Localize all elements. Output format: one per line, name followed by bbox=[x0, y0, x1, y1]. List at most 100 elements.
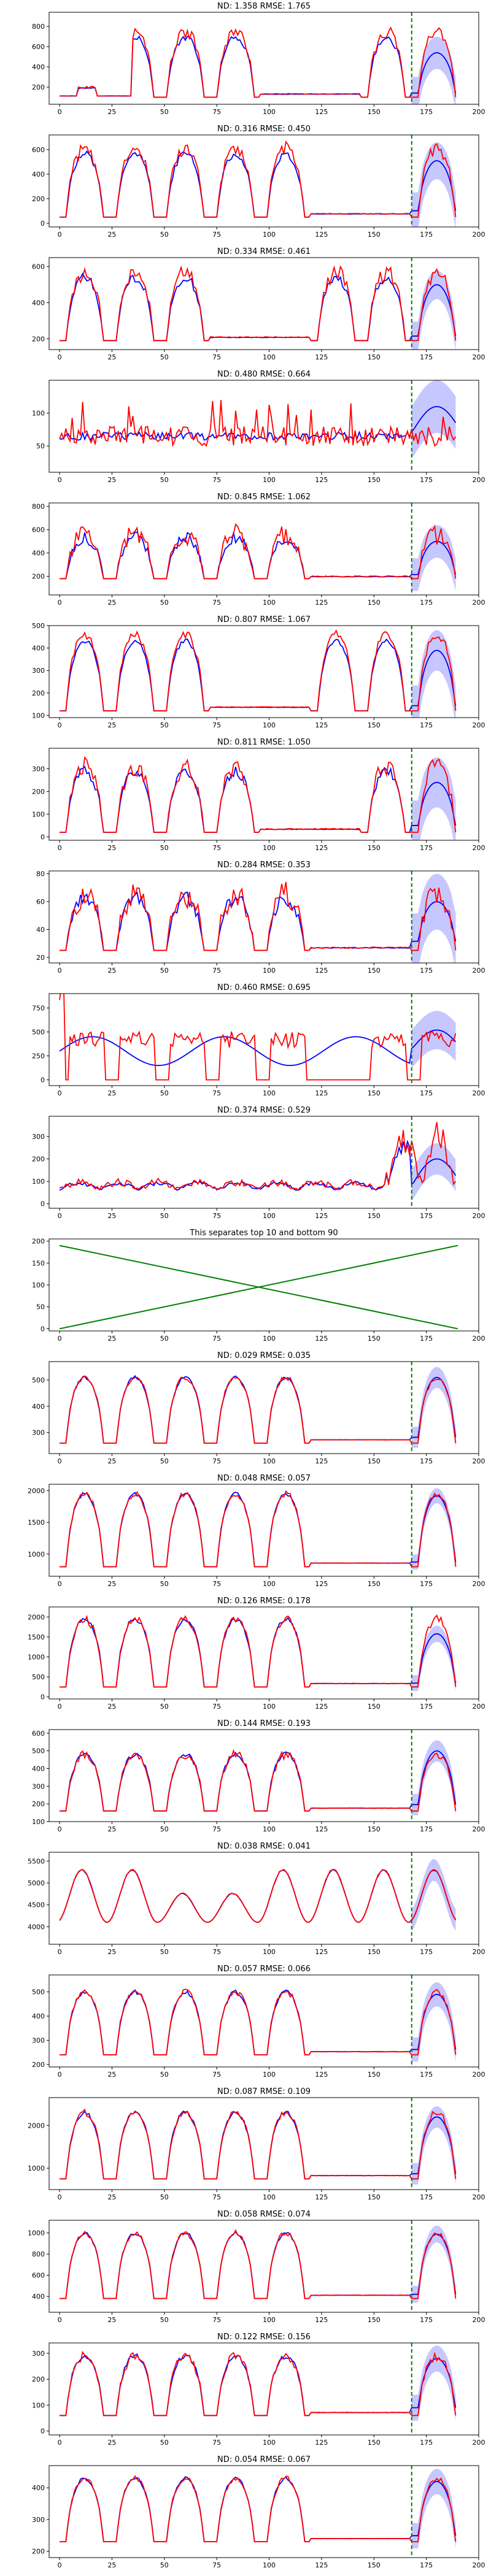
subplot-6: ND: 0.807 RMSE: 1.067 0 25 50 75 100 125 150 175… bbox=[32, 615, 485, 729]
x-tick-label: 50 bbox=[160, 1703, 169, 1711]
axes-frame bbox=[48, 2220, 479, 2313]
x-tick-label: 200 bbox=[473, 2071, 485, 2079]
y-tick-label: 100 bbox=[32, 410, 45, 418]
axes-frame bbox=[48, 2465, 479, 2558]
x-tick-label: 75 bbox=[212, 1825, 221, 1833]
subplot-title: This separates top 10 and bottom 90 bbox=[189, 1229, 338, 1238]
y-tick-label: 1000 bbox=[28, 1551, 45, 1558]
axes-frame bbox=[48, 1974, 479, 2068]
y-tick-label: 4000 bbox=[28, 1923, 45, 1931]
subplot-2: ND: 0.316 RMSE: 0.450 0 25 50 75 100 125 150 175… bbox=[32, 125, 485, 239]
y-tick-label: 200 bbox=[32, 195, 45, 203]
x-tick-label: 0 bbox=[58, 1089, 62, 1097]
y-tick-label: 300 bbox=[32, 667, 45, 675]
subplot-title: ND: 0.316 RMSE: 0.450 bbox=[217, 125, 311, 134]
axes-frame bbox=[48, 380, 479, 473]
x-tick-label: 50 bbox=[160, 2439, 169, 2447]
x-tick-label: 200 bbox=[473, 1212, 485, 1220]
x-tick-label: 100 bbox=[263, 967, 276, 975]
x-tick-label: 125 bbox=[315, 1089, 328, 1097]
y-tick-label: 400 bbox=[32, 2484, 45, 2492]
y-tick-label: 200 bbox=[32, 689, 45, 697]
y-tick-label: 800 bbox=[32, 23, 45, 31]
x-tick-label: 200 bbox=[473, 1580, 485, 1588]
x-tick-label: 75 bbox=[212, 1457, 221, 1465]
x-tick-label: 200 bbox=[473, 1335, 485, 1343]
x-tick-label: 0 bbox=[58, 108, 62, 116]
plot-area bbox=[59, 380, 457, 472]
x-tick-label: 75 bbox=[212, 476, 221, 484]
prediction-line bbox=[60, 150, 457, 218]
actual-line bbox=[60, 2229, 457, 2299]
actual-line bbox=[59, 994, 457, 1081]
y-tick-label: 400 bbox=[32, 645, 45, 653]
x-tick-label: 150 bbox=[368, 1212, 381, 1220]
x-tick-label: 175 bbox=[420, 2316, 433, 2324]
x-tick-label: 50 bbox=[160, 2071, 169, 2079]
x-tick-label: 50 bbox=[160, 1212, 169, 1220]
x-tick-label: 200 bbox=[473, 1089, 485, 1097]
x-tick-label: 175 bbox=[420, 2193, 433, 2201]
x-tick-label: 0 bbox=[58, 1335, 62, 1343]
prediction-line bbox=[60, 531, 457, 580]
confidence-band bbox=[411, 757, 456, 840]
x-tick-label: 0 bbox=[58, 844, 62, 852]
y-tick-label: 500 bbox=[32, 1029, 45, 1037]
plot-area bbox=[60, 871, 457, 963]
x-tick-label: 100 bbox=[263, 1703, 276, 1711]
x-tick-label: 150 bbox=[368, 1948, 381, 1956]
plot-area bbox=[60, 1362, 457, 1454]
x-tick-label: 75 bbox=[212, 353, 221, 361]
y-tick-label: 500 bbox=[32, 1747, 45, 1755]
x-tick-label: 150 bbox=[368, 108, 381, 116]
subplot-title: ND: 0.284 RMSE: 0.353 bbox=[217, 861, 311, 870]
x-tick-label: 100 bbox=[263, 1948, 276, 1956]
actual-line bbox=[60, 26, 457, 98]
plot-area bbox=[59, 1852, 457, 1944]
x-tick-label: 125 bbox=[315, 108, 328, 116]
x-tick-label: 50 bbox=[160, 1335, 169, 1343]
x-tick-label: 75 bbox=[212, 108, 221, 116]
x-tick-label: 175 bbox=[420, 108, 433, 116]
y-tick-label: 300 bbox=[32, 1429, 45, 1437]
x-tick-label: 50 bbox=[160, 599, 169, 607]
y-tick-label: 600 bbox=[32, 43, 45, 51]
axes-frame bbox=[48, 2097, 479, 2190]
actual-line bbox=[60, 265, 457, 342]
axes-frame bbox=[48, 2342, 479, 2436]
x-tick-label: 125 bbox=[315, 2071, 328, 2079]
x-tick-label: 125 bbox=[315, 599, 328, 607]
y-tick-label: 500 bbox=[32, 1988, 45, 1996]
y-tick-label: 750 bbox=[32, 1004, 45, 1012]
y-tick-label: 400 bbox=[32, 63, 45, 71]
x-tick-label: 25 bbox=[107, 231, 116, 239]
separator-line-2 bbox=[59, 1244, 458, 1330]
prediction-line bbox=[60, 2110, 457, 2180]
actual-line bbox=[60, 756, 457, 833]
x-tick-label: 125 bbox=[315, 967, 328, 975]
y-tick-label: 4500 bbox=[28, 1901, 45, 1909]
actual-line bbox=[60, 629, 457, 711]
y-tick-label: 300 bbox=[32, 1782, 45, 1790]
x-tick-label: 125 bbox=[315, 476, 328, 484]
x-tick-label: 125 bbox=[315, 353, 328, 361]
x-tick-label: 0 bbox=[58, 721, 62, 729]
plot-area bbox=[60, 2098, 457, 2190]
subplot-21: ND: 0.054 RMSE: 0.067 0 25 50 75 100 125 150 175… bbox=[32, 2455, 485, 2569]
x-tick-label: 150 bbox=[368, 2561, 381, 2569]
y-tick-label: 600 bbox=[32, 1730, 45, 1738]
x-tick-label: 150 bbox=[368, 1825, 381, 1833]
x-tick-label: 75 bbox=[212, 1089, 221, 1097]
y-tick-label: 0 bbox=[41, 1693, 45, 1701]
x-tick-label: 175 bbox=[420, 1825, 433, 1833]
confidence-band bbox=[411, 630, 456, 718]
x-tick-label: 150 bbox=[368, 721, 381, 729]
x-tick-label: 75 bbox=[212, 2316, 221, 2324]
prediction-line bbox=[60, 272, 457, 342]
y-tick-label: 200 bbox=[32, 335, 45, 343]
x-tick-label: 100 bbox=[263, 1825, 276, 1833]
subplot-title: ND: 0.038 RMSE: 0.041 bbox=[217, 1842, 311, 1851]
plot-area bbox=[60, 503, 457, 595]
x-tick-label: 175 bbox=[420, 967, 433, 975]
x-tick-label: 175 bbox=[420, 1089, 433, 1097]
